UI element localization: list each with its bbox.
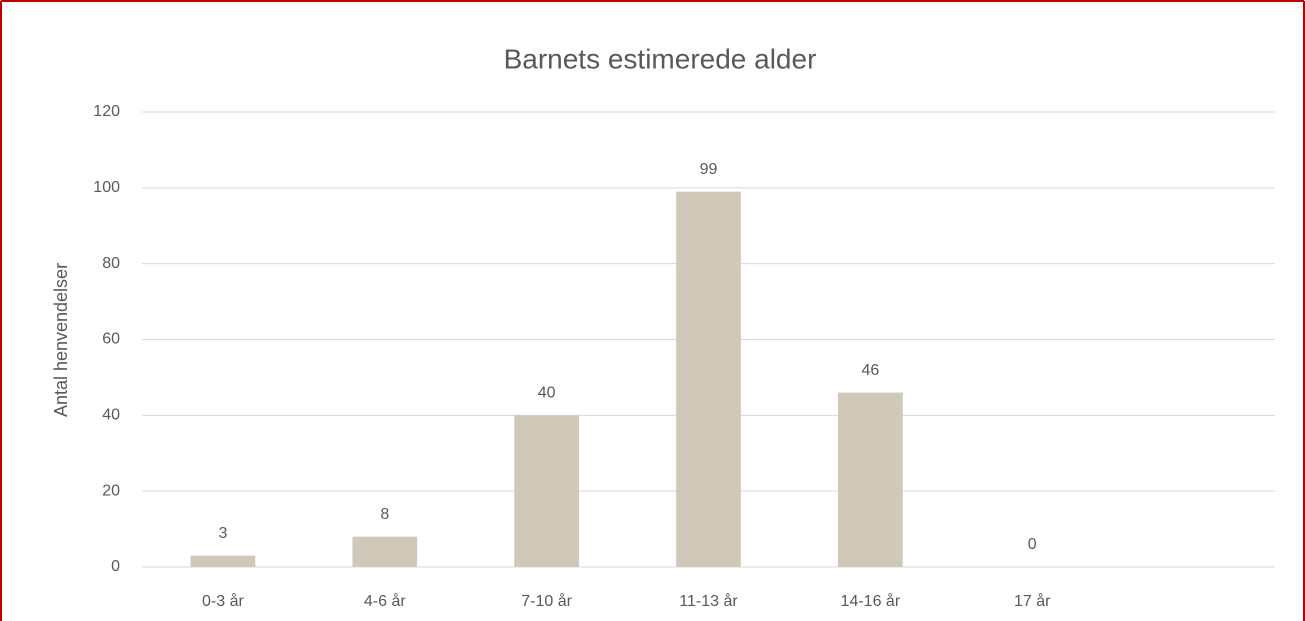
bar [514, 415, 580, 567]
bar [676, 191, 741, 567]
data-label: 40 [538, 385, 556, 402]
bar [837, 392, 903, 567]
data-label: 99 [700, 161, 718, 178]
x-tick-label: 0-3 år [202, 592, 244, 610]
y-tick-label: 40 [102, 407, 120, 424]
y-tick-label: 120 [93, 103, 120, 120]
x-tick-label: 14-16 år [841, 592, 901, 610]
y-axis-label: Antal henvendelser [51, 263, 71, 417]
x-tick-label: 11-13 år [679, 592, 738, 610]
data-label: 8 [380, 506, 389, 523]
y-tick-label: 60 [102, 331, 120, 348]
data-label: 3 [218, 525, 227, 542]
data-label: 0 [1028, 536, 1037, 553]
data-label: 46 [861, 362, 879, 379]
x-tick-label: 7-10 år [521, 592, 572, 610]
chart-title: Barnets estimerede alder [504, 43, 817, 74]
y-tick-label: 0 [111, 558, 120, 575]
y-tick-label: 20 [102, 482, 120, 499]
bar [190, 555, 256, 567]
bar [352, 536, 418, 567]
x-tick-label: 17 år [1014, 592, 1051, 610]
y-tick-label: 100 [93, 179, 120, 196]
x-tick-label: 4-6 år [364, 592, 406, 610]
y-tick-label: 80 [102, 255, 120, 272]
